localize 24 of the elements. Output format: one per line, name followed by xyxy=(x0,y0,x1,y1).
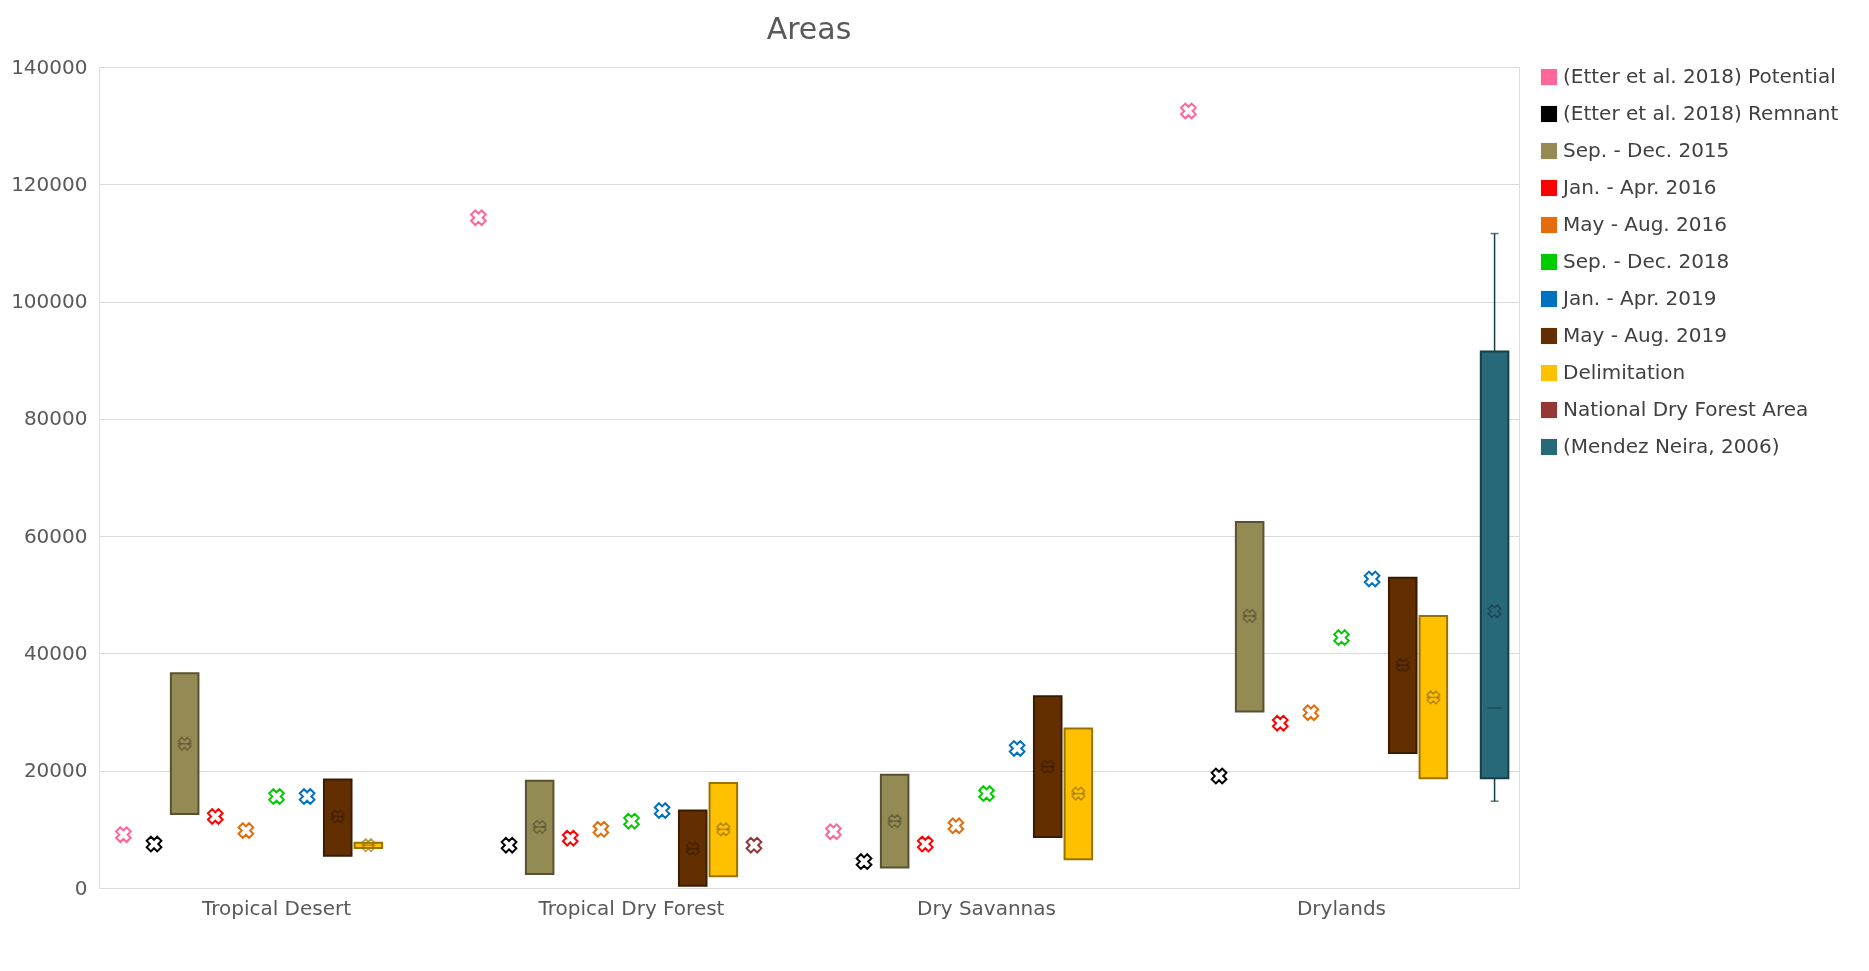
legend-label: Delimitation xyxy=(1563,360,1686,384)
legend-label: Sep. - Dec. 2018 xyxy=(1563,249,1730,273)
y-tick-label: 0 xyxy=(74,875,88,900)
legend-label: (Mendez Neira, 2006) xyxy=(1563,434,1780,458)
x-tick-label: Tropical Dry Forest xyxy=(537,895,725,920)
y-tick-label: 80000 xyxy=(23,406,88,431)
legend-label: Jan. - Apr. 2019 xyxy=(1561,286,1717,310)
x-tick-label: Dry Savannas xyxy=(917,895,1056,920)
y-tick-label: 20000 xyxy=(23,758,88,783)
legend-label: Sep. - Dec. 2015 xyxy=(1563,138,1730,162)
legend-label: (Etter et al. 2018) Potential xyxy=(1563,64,1836,88)
legend-label: National Dry Forest Area xyxy=(1563,397,1809,421)
legend-label: May - Aug. 2016 xyxy=(1563,212,1727,236)
legend-label: May - Aug. 2019 xyxy=(1563,323,1727,347)
y-tick-label: 60000 xyxy=(23,523,88,548)
legend-label: Jan. - Apr. 2016 xyxy=(1561,175,1717,199)
y-tick-label: 120000 xyxy=(11,171,88,196)
y-tick-label: 100000 xyxy=(11,289,88,314)
y-tick-label: 140000 xyxy=(11,54,88,79)
x-tick-label: Drylands xyxy=(1296,895,1387,920)
y-tick-label: 40000 xyxy=(23,640,88,665)
legend-label: (Etter et al. 2018) Remnant xyxy=(1563,101,1839,125)
chart-title: Areas xyxy=(766,11,852,46)
x-tick-label: Tropical Desert xyxy=(200,895,352,920)
